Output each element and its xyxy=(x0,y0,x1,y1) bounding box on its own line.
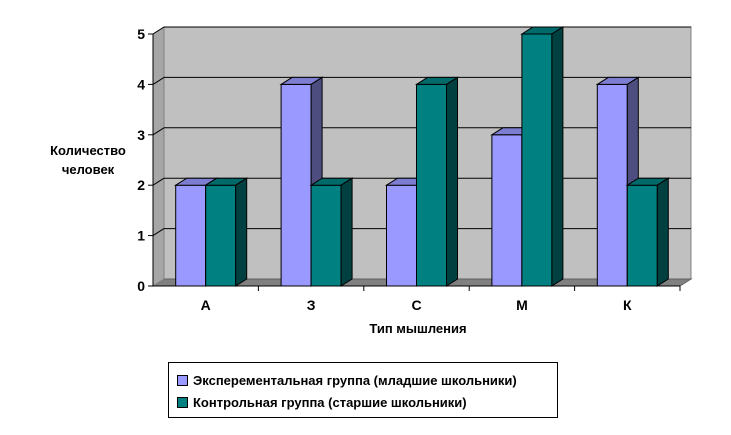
bar-side xyxy=(551,26,564,287)
x-tick-label: К xyxy=(623,297,632,313)
bar-front xyxy=(596,83,628,287)
bar-1-3 xyxy=(520,26,565,287)
bar-front xyxy=(280,83,312,287)
y-axis-label-line-1: Количество xyxy=(50,143,126,158)
bar-front xyxy=(491,134,523,287)
bar-front xyxy=(416,83,447,287)
bar-side xyxy=(656,177,669,287)
bar-front xyxy=(626,184,658,287)
bar-side xyxy=(340,177,353,287)
bar-front xyxy=(521,33,553,287)
bar-front xyxy=(386,184,417,287)
gridline-diag xyxy=(152,177,165,186)
gridline-diag xyxy=(152,76,165,85)
legend-label-experimental: Эксперементальная группа (младшие школьн… xyxy=(193,372,517,388)
legend-swatch-control xyxy=(177,396,188,408)
bar-1-1 xyxy=(309,177,354,287)
bar-1-0 xyxy=(203,177,249,287)
legend-label-control: Контрольная группа (старшие школьники) xyxy=(193,394,467,410)
bar-front xyxy=(175,184,207,287)
bar-1-2 xyxy=(414,76,460,287)
x-tick-label: А xyxy=(201,297,211,313)
bar-side xyxy=(446,76,458,287)
bar-front xyxy=(205,184,237,287)
y-tick-label: 3 xyxy=(137,127,145,143)
bar-side xyxy=(235,177,248,287)
bar-front xyxy=(310,184,342,287)
gridline-diag xyxy=(152,127,165,136)
gridline-diag xyxy=(152,228,165,237)
x-tick-label: З xyxy=(307,297,316,313)
x-tick-label: С xyxy=(411,297,421,313)
y-tick-label: 2 xyxy=(137,177,145,193)
bar-1-4 xyxy=(625,177,671,287)
x-tick-label: М xyxy=(516,297,528,313)
y-tick-label: 1 xyxy=(137,228,145,244)
legend-item-control: Контрольная группа (старшие школьники) xyxy=(177,391,549,413)
legend-item-experimental: Эксперементальная группа (младшие школьн… xyxy=(177,369,549,391)
gridline-diag xyxy=(152,26,165,35)
legend-swatch-experimental xyxy=(177,374,188,386)
y-tick-label: 5 xyxy=(137,26,145,42)
x-axis-label: Тип мышления xyxy=(369,321,466,336)
y-tick-label: 0 xyxy=(137,278,145,294)
plot-side-wall xyxy=(152,26,165,287)
y-tick-label: 4 xyxy=(137,76,145,92)
y-axis-label-line-2: человек xyxy=(62,162,115,177)
legend: Эксперементальная группа (младшие школьн… xyxy=(168,362,558,418)
